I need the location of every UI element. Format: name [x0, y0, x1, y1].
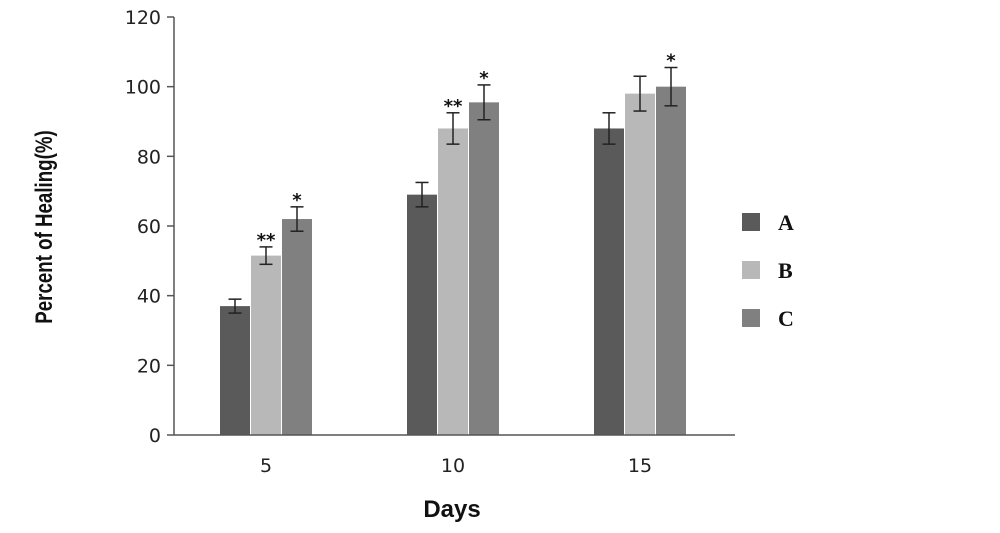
bar-b-day-5	[251, 255, 281, 435]
bar-a-day-5	[220, 306, 250, 435]
y-tick-label: 40	[137, 286, 161, 308]
significance-marker: **	[257, 230, 276, 251]
bar-a-day-15	[594, 128, 624, 435]
y-tick-label: 60	[137, 216, 161, 238]
significance-marker: *	[479, 68, 489, 89]
y-tick-label: 20	[137, 355, 161, 377]
y-axis-title: Percent of Healing(%)	[31, 130, 58, 323]
significance-marker: *	[292, 190, 302, 211]
error-bars	[228, 66, 678, 314]
y-tick-label: 120	[125, 7, 161, 29]
x-tick-label: 5	[260, 455, 272, 477]
legend-swatch-a	[742, 213, 760, 231]
legend-label-c: C	[778, 306, 794, 331]
bar-b-day-15	[625, 93, 655, 435]
bar-c-day-10	[469, 102, 499, 435]
bar-a-day-10	[407, 194, 437, 435]
significance-marker: **	[444, 96, 463, 117]
y-tick-label: 100	[125, 77, 161, 99]
legend-label-b: B	[778, 258, 793, 283]
legend-swatch-c	[742, 309, 760, 327]
x-tick-label: 15	[628, 455, 652, 477]
significance-marker: *	[666, 51, 676, 72]
bar-c-day-5	[282, 219, 312, 435]
bar-c-day-15	[656, 86, 686, 436]
significance-markers: *******	[257, 51, 677, 251]
legend-label-a: A	[778, 210, 794, 235]
legend: ABC	[742, 210, 794, 331]
y-axis-ticks: 0 20 40 60 80 100 120	[125, 7, 174, 447]
x-tick-label: 10	[441, 455, 465, 477]
legend-swatch-b	[742, 261, 760, 279]
bar-b-day-10	[438, 128, 468, 435]
bars	[220, 86, 686, 436]
x-axis-title: Days	[423, 496, 480, 523]
y-tick-label: 0	[149, 425, 161, 447]
x-axis-ticks: 5 10 15	[260, 455, 652, 477]
y-tick-label: 80	[137, 146, 161, 168]
